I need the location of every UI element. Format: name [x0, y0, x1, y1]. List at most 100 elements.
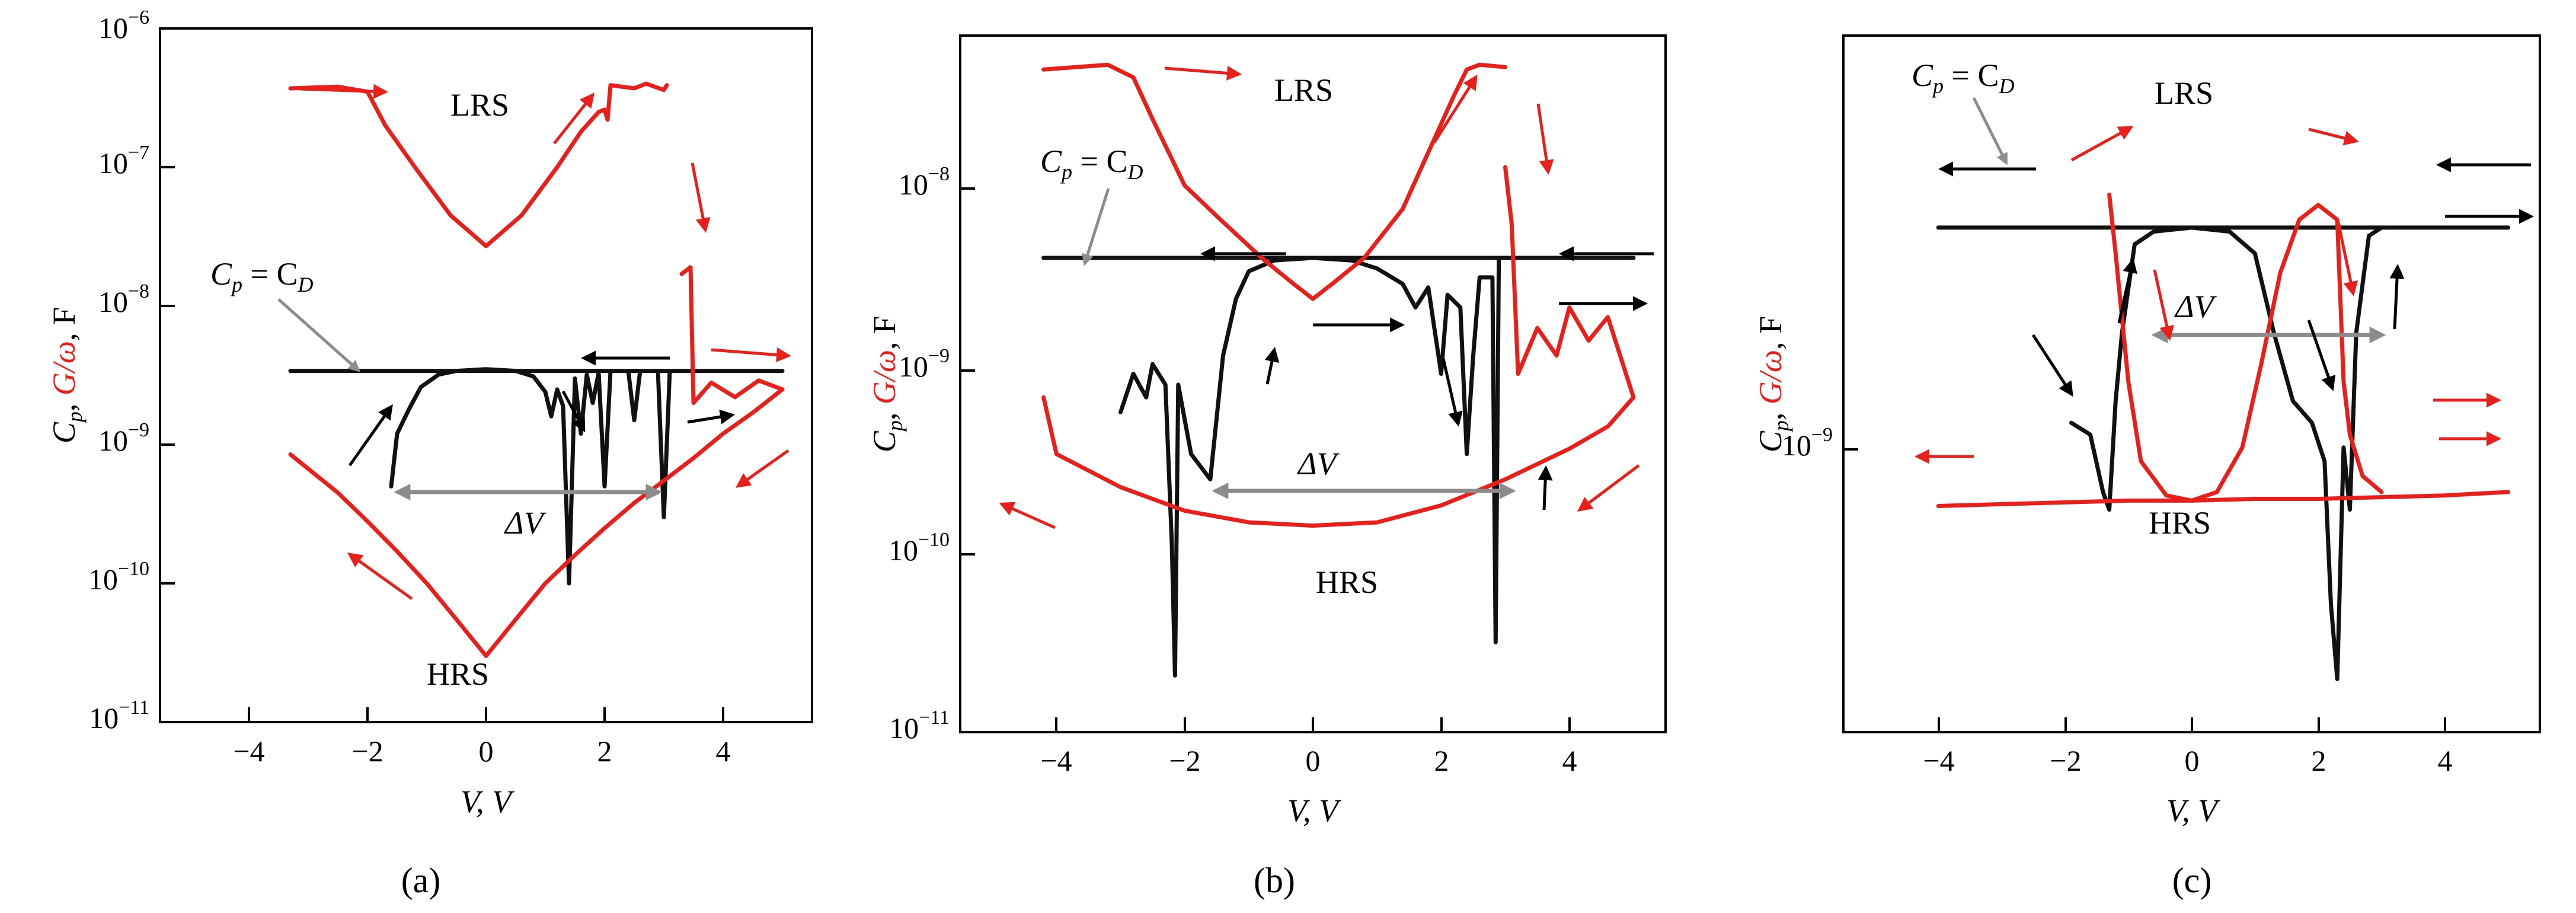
panel-b-callout-arrow: [1082, 188, 1110, 266]
panel-c-label: (c): [2172, 861, 2212, 900]
panel-b-ytick-label: 10−9: [899, 345, 950, 383]
panel-a-xtick-label: 0: [479, 735, 494, 768]
panel-c-cp-cd-label: Cp = CD: [1912, 58, 2015, 98]
panel-a-x-ticks: −4 −2 0 2 4: [233, 707, 731, 768]
panel-a-plot-frame: [159, 27, 813, 723]
panel-b-red-arrow: [1577, 464, 1640, 512]
panel-b-hrs-label: HRS: [1316, 564, 1378, 600]
panel-b-lrs-label: LRS: [1274, 72, 1333, 108]
panel-a-data-layer: [288, 81, 785, 658]
panel-a: 10−11 10−10 10−9 10−8 10−7 10−6 −4 −2 0 …: [46, 7, 813, 900]
panel-a-ytick-label: 10−10: [88, 558, 149, 596]
panel-b-y-axis-label: Cp, G/ω, F: [867, 316, 907, 452]
panel-b-xtick-label: 2: [1434, 744, 1449, 777]
panel-b-label: (b): [1254, 861, 1295, 900]
panel-b-xtick-label: 4: [1562, 744, 1577, 777]
panel-a-xtick-label: −4: [233, 735, 264, 768]
panel-a-xtick-label: 4: [716, 735, 731, 768]
panel-a-black-arrow: [687, 409, 735, 424]
panel-c-hrs-label: HRS: [2149, 505, 2211, 541]
panel-b-xtick-label: −4: [1040, 744, 1072, 777]
panel-c-red-arrow: [2308, 127, 2359, 146]
panel-c-series-2-g-omega-red-curve: [2107, 192, 2384, 503]
panel-b-series-3-g-omega-red-curve: [1503, 165, 1636, 400]
panel-c-black-arrow: [2389, 264, 2405, 330]
panel-b-delta-v-label: ΔV: [1297, 446, 1340, 481]
panel-a-ytick-label: 10−9: [98, 419, 149, 457]
panel-c-lrs-label: LRS: [2155, 75, 2213, 111]
panel-a-series-1-g-omega-red-curve: [288, 387, 785, 658]
panel-c-black-arrow: [2117, 258, 2137, 324]
panel-b-x-ticks: −4 −2 0 2 4: [1040, 717, 1577, 777]
panel-c: 10−9 −4 −2 0 2 4 V, V Cp, G/ω, F LRS HRS…: [1753, 34, 2541, 900]
panel-c-red-arrow: [2337, 222, 2358, 296]
panel-c-xtick-label: 4: [2438, 744, 2453, 777]
panel-c-delta-v-label: ΔV: [2174, 289, 2217, 324]
panel-b-series-0-cp-black-curve: [1041, 256, 1636, 678]
panel-b-black-arrow: [1442, 358, 1463, 427]
panel-c-series-1-g-omega-red-curve: [1936, 490, 2511, 508]
panel-a-ytick-label: 10−6: [98, 7, 149, 44]
panel-b-x-axis-label: V, V: [1287, 793, 1342, 828]
panel-b-y-ticks: 10−11 10−10 10−9 10−8: [889, 163, 975, 745]
panel-a-black-arrow: [348, 404, 393, 467]
panel-c-data-layer: [1936, 192, 2511, 681]
panel-a-x-axis-label: V, V: [461, 784, 515, 819]
panel-a-lrs-label: LRS: [450, 87, 509, 123]
panel-a-cp-cd-label: Cp = CD: [210, 256, 314, 296]
panel-b-red-arrow: [1433, 74, 1478, 143]
panel-b-xtick-label: −2: [1169, 744, 1200, 777]
panel-a-xtick-label: 2: [597, 735, 612, 768]
panel-c-plot-frame: [1842, 34, 2541, 733]
panel-b-plot-frame: [959, 34, 1667, 733]
panel-a-ytick-label: 10−8: [98, 280, 149, 318]
panel-c-y-axis-label: Cp, G/ω, F: [1753, 316, 1793, 452]
panel-c-y-ticks: 10−9: [1782, 424, 1858, 462]
panel-c-xtick-label: −4: [1923, 744, 1954, 777]
panel-c-black-arrow: [2307, 320, 2336, 391]
panel-a-series-2-g-omega-red-curve: [288, 81, 669, 248]
panel-b-series-2-g-omega-red-curve: [1041, 62, 1507, 301]
panel-c-callout-arrow: [1972, 97, 2008, 165]
panel-b: 10−11 10−10 10−9 10−8 −4 −2 0 2 4 V, V C…: [867, 34, 1667, 900]
panel-a-delta-v-label: ΔV: [504, 505, 547, 541]
panel-c-x-ticks: −4 −2 0 2 4: [1923, 717, 2453, 777]
panel-a-y-ticks: 10−11 10−10 10−9 10−8 10−7 10−6: [88, 7, 175, 735]
panel-a-red-arrow: [299, 84, 388, 99]
panel-b-ytick-label: 10−10: [889, 529, 950, 567]
panel-a-series-0-cp-black-curve: [288, 367, 785, 586]
panel-c-black-arrow: [2031, 334, 2073, 397]
panel-a-black-arrow: [561, 390, 586, 433]
panel-c-series-0-cp-black-curve: [1936, 225, 2511, 681]
panel-b-black-arrow: [1264, 347, 1280, 385]
panel-a-red-arrow: [347, 553, 413, 601]
panel-b-red-arrow: [1536, 103, 1554, 175]
panel-a-red-arrow: [711, 347, 791, 362]
panel-c-ytick-label: 10−9: [1782, 424, 1833, 462]
panel-a-ytick-label: 10−11: [89, 697, 149, 735]
panel-b-black-arrow: [1538, 465, 1553, 510]
panel-b-red-arrow: [1164, 65, 1242, 81]
panel-a-hrs-label: HRS: [427, 656, 489, 692]
panel-b-series-1-g-omega-red-curve: [1041, 395, 1636, 528]
panel-a-red-arrow: [553, 92, 595, 145]
panel-c-xtick-label: 2: [2312, 744, 2326, 777]
panel-a-label: (a): [401, 861, 441, 900]
panel-a-ytick-label: 10−7: [98, 142, 149, 180]
panel-c-red-arrow: [2070, 126, 2134, 162]
panel-b-data-layer: [1041, 62, 1636, 678]
panel-a-y-axis-label: Cp, G/ω, F: [46, 307, 87, 443]
panel-a-red-arrow: [691, 162, 711, 233]
panel-a-red-arrow: [735, 449, 790, 488]
panel-b-ytick-label: 10−11: [889, 707, 950, 745]
panel-a-callout-arrow: [277, 298, 360, 372]
panel-a-xtick-label: −2: [351, 735, 383, 768]
panel-a-series-3-g-omega-red-curve: [679, 265, 785, 406]
panel-c-red-arrow: [2153, 269, 2174, 341]
panel-b-red-arrow: [999, 502, 1056, 529]
panel-b-ytick-label: 10−8: [899, 163, 950, 201]
panel-c-x-axis-label: V, V: [2166, 793, 2221, 828]
panel-b-xtick-label: 0: [1306, 744, 1321, 777]
panel-b-cp-cd-label: Cp = CD: [1040, 143, 1143, 184]
